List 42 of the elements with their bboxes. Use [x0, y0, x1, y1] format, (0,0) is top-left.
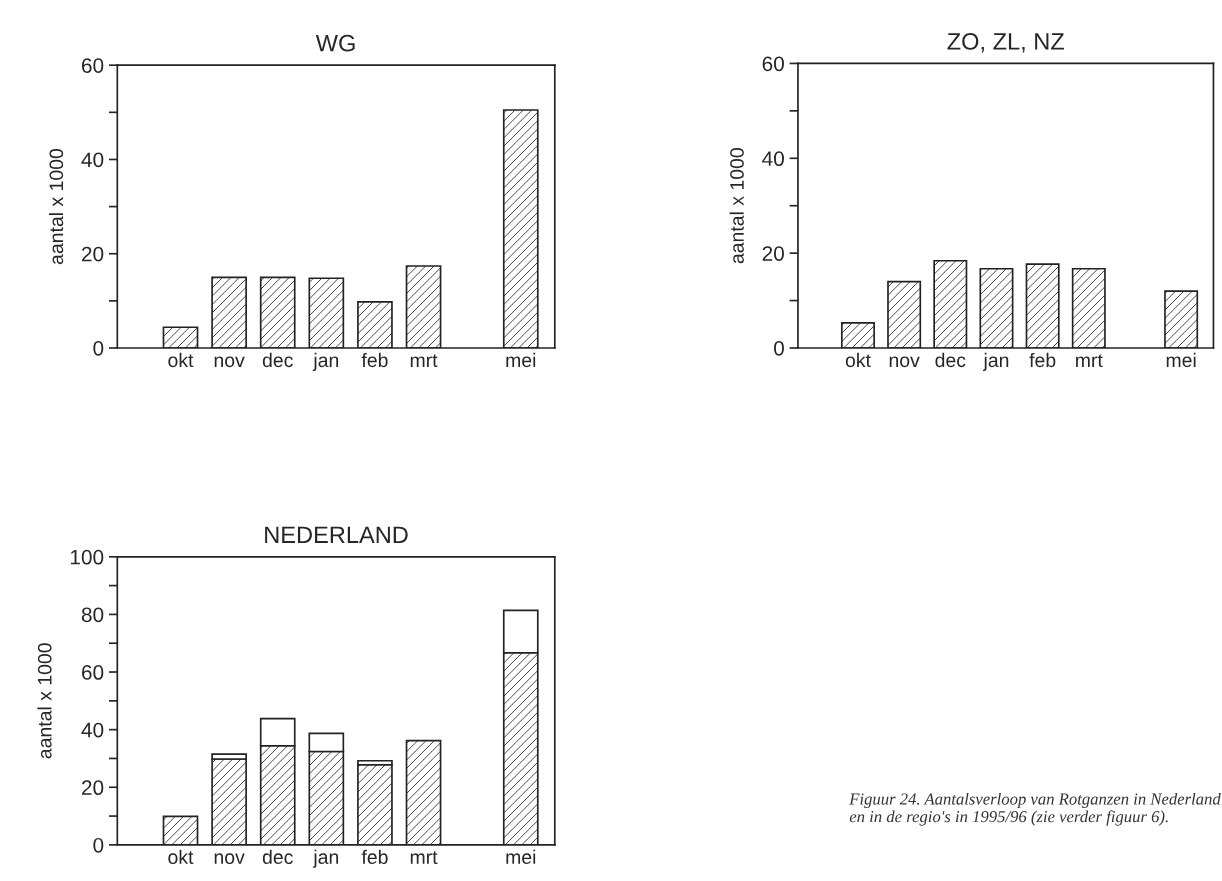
y-tick-label: 100: [70, 549, 104, 565]
x-tick-label: dec: [262, 849, 293, 865]
x-tick-label: nov: [214, 356, 245, 368]
chart-title: ZO, ZL, NZ: [947, 33, 1064, 53]
y-tick-label: 20: [762, 246, 784, 261]
x-tick-label: mrt: [1076, 354, 1103, 368]
y-axis-title: aantal x 1000: [729, 148, 744, 264]
y-axis-title: aantal x 1000: [48, 148, 64, 265]
x-tick-label: dec: [935, 352, 966, 368]
y-tick-label: 0: [93, 341, 104, 356]
x-tick-label: mei: [506, 352, 536, 368]
x-tick-label: okt: [168, 352, 194, 368]
y-tick-label: 60: [82, 58, 104, 73]
x-tick-label: jan: [312, 352, 339, 371]
y-tick-label: 20: [82, 780, 104, 796]
y-tick-label: 40: [81, 152, 104, 168]
x-tick-label: okt: [168, 849, 194, 865]
y-tick-label: 40: [81, 722, 104, 738]
x-tick-label: mei: [506, 849, 536, 865]
text: Figuur 24. Aantalsverloop van Rotganzen in Nederland en in de regio's in 1995/96 (zie verder figuur 6).: [849, 792, 1221, 826]
x-tick-label: feb: [361, 849, 388, 865]
chart-title: WG: [315, 34, 355, 52]
y-tick-label: 0: [774, 341, 784, 356]
y-tick-label: 60: [762, 56, 784, 72]
x-tick-label: okt: [845, 352, 871, 368]
x-tick-label: dec: [262, 352, 293, 368]
y-tick-label: 80: [81, 607, 104, 623]
x-tick-label: jan: [312, 849, 339, 868]
x-tick-label: feb: [1029, 352, 1056, 368]
x-tick-label: mei: [1166, 352, 1196, 368]
y-axis-title: aantal x 1000: [37, 643, 52, 759]
x-tick-label: mrt: [410, 851, 438, 864]
x-tick-label: nov: [889, 356, 920, 368]
x-tick-label: feb: [361, 352, 388, 368]
y-tick-label: 20: [82, 246, 104, 262]
y-tick-label: 40: [762, 151, 784, 167]
x-tick-label: nov: [214, 853, 245, 865]
chart-title: NEDERLAND: [265, 526, 408, 543]
x-tick-label: mrt: [410, 354, 438, 368]
y-tick-label: 0: [93, 837, 104, 853]
x-tick-label: jan: [983, 352, 1009, 371]
y-tick-label: 60: [82, 665, 104, 680]
